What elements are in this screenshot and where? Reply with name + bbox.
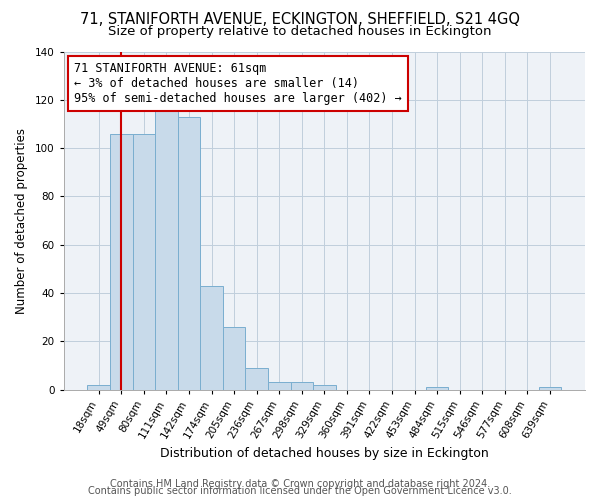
Bar (155, 110, 178, 390)
Y-axis label: Number of detached properties: Number of detached properties (15, 128, 28, 314)
Bar (539, 387, 562, 390)
Text: Size of property relative to detached houses in Eckington: Size of property relative to detached ho… (108, 25, 492, 38)
Bar (110, 134, 133, 390)
Text: 71 STANIFORTH AVENUE: 61sqm
← 3% of detached houses are smaller (14)
95% of semi: 71 STANIFORTH AVENUE: 61sqm ← 3% of deta… (74, 62, 402, 104)
Bar (290, 382, 313, 390)
Bar (178, 116, 200, 390)
X-axis label: Distribution of detached houses by size in Eckington: Distribution of detached houses by size … (160, 447, 489, 460)
Bar (133, 134, 155, 390)
Bar (200, 286, 223, 390)
Bar (223, 327, 245, 390)
Text: 71, STANIFORTH AVENUE, ECKINGTON, SHEFFIELD, S21 4GQ: 71, STANIFORTH AVENUE, ECKINGTON, SHEFFI… (80, 12, 520, 28)
Bar (268, 382, 290, 390)
Bar (88, 384, 110, 390)
Text: Contains HM Land Registry data © Crown copyright and database right 2024.: Contains HM Land Registry data © Crown c… (110, 479, 490, 489)
Text: Contains public sector information licensed under the Open Government Licence v3: Contains public sector information licen… (88, 486, 512, 496)
Bar (313, 384, 335, 390)
Bar (426, 387, 448, 390)
Bar (245, 368, 268, 390)
